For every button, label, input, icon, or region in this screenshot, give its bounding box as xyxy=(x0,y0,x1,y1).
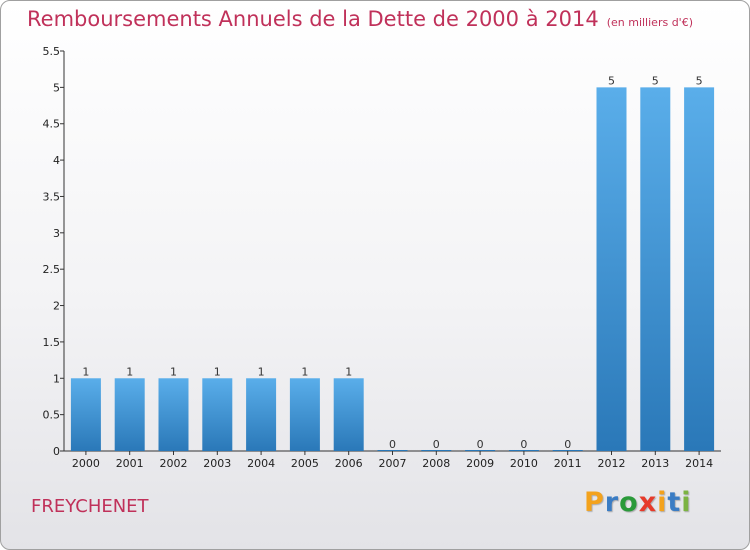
logo-letter: o xyxy=(619,487,639,518)
data-label-2010: 0 xyxy=(520,438,527,451)
chart-y-ticks: 0 0.5 1 1.5 2 2.5 3 3.5 4 4.5 5 5.5 xyxy=(43,45,64,458)
chart-subtitle: (en milliers d'€) xyxy=(606,16,693,29)
bar-2002 xyxy=(158,378,189,451)
x-tick-label-2003: 2003 xyxy=(203,457,231,470)
x-tick-label-2000: 2000 xyxy=(72,457,100,470)
y-tick-label: 1 xyxy=(53,372,60,385)
x-tick-label-2006: 2006 xyxy=(335,457,363,470)
bar-2010 xyxy=(508,450,539,451)
proxiti-logo: Proxiti xyxy=(584,487,692,518)
bar-2009 xyxy=(465,450,496,451)
x-tick-label-2002: 2002 xyxy=(160,457,188,470)
logo-letter: i xyxy=(657,487,668,518)
y-tick-label: 0 xyxy=(53,445,60,458)
bar-2008 xyxy=(421,450,452,451)
bar-2000 xyxy=(70,378,101,451)
bar-2003 xyxy=(202,378,233,451)
chart-title: Remboursements Annuels de la Dette de 20… xyxy=(27,7,693,31)
data-label-2012: 5 xyxy=(608,74,615,87)
y-tick-label: 2 xyxy=(53,300,60,313)
logo-letter: i xyxy=(681,487,692,518)
chart-bars xyxy=(70,87,715,451)
bar-2013 xyxy=(640,87,671,451)
commune-name: FREYCHENET xyxy=(31,496,149,517)
chart-x-ticks: 2000 2001 2002 2003 2004 2005 2006 2007 2008 2009… xyxy=(72,451,713,470)
data-label-2013: 5 xyxy=(652,74,659,87)
y-tick-label: 4.5 xyxy=(43,118,61,131)
x-tick-label-2005: 2005 xyxy=(291,457,319,470)
y-tick-label: 0.5 xyxy=(43,409,61,422)
logo-letter: r xyxy=(604,487,620,518)
chart-title-text: Remboursements Annuels de la Dette de 20… xyxy=(27,7,599,31)
x-tick-label-2001: 2001 xyxy=(116,457,144,470)
bar-2005 xyxy=(289,378,320,451)
logo-letter: x xyxy=(638,487,658,518)
y-tick-label: 4 xyxy=(53,154,60,167)
bar-2012 xyxy=(596,87,627,451)
data-label-2006: 1 xyxy=(345,365,352,378)
data-label-2002: 1 xyxy=(170,365,177,378)
logo-letter: t xyxy=(667,487,682,518)
bar-2004 xyxy=(246,378,277,451)
bar-2014 xyxy=(684,87,715,451)
data-label-2007: 0 xyxy=(389,438,396,451)
bar-2001 xyxy=(114,378,145,451)
x-tick-label-2011: 2011 xyxy=(554,457,582,470)
x-tick-label-2013: 2013 xyxy=(641,457,669,470)
data-label-2001: 1 xyxy=(126,365,133,378)
chart-data-labels: 1 1 1 1 1 1 1 0 0 0 0 0 5 5 5 xyxy=(82,74,702,451)
logo-letter: P xyxy=(584,487,605,518)
x-tick-label-2012: 2012 xyxy=(598,457,626,470)
y-tick-label: 2.5 xyxy=(43,263,61,276)
bar-2006 xyxy=(333,378,364,451)
y-tick-label: 5.5 xyxy=(43,45,61,58)
data-label-2000: 1 xyxy=(82,365,89,378)
data-label-2008: 0 xyxy=(433,438,440,451)
y-tick-label: 1.5 xyxy=(43,336,61,349)
data-label-2014: 5 xyxy=(696,74,703,87)
data-label-2009: 0 xyxy=(477,438,484,451)
x-tick-label-2009: 2009 xyxy=(466,457,494,470)
x-tick-label-2004: 2004 xyxy=(247,457,275,470)
data-label-2004: 1 xyxy=(258,365,265,378)
data-label-2003: 1 xyxy=(214,365,221,378)
y-tick-label: 3 xyxy=(53,227,60,240)
data-label-2005: 1 xyxy=(301,365,308,378)
data-label-2011: 0 xyxy=(564,438,571,451)
y-tick-label: 5 xyxy=(53,81,60,94)
y-tick-label: 3.5 xyxy=(43,190,61,203)
x-tick-label-2010: 2010 xyxy=(510,457,538,470)
x-tick-label-2014: 2014 xyxy=(685,457,713,470)
x-tick-label-2008: 2008 xyxy=(422,457,450,470)
x-tick-label-2007: 2007 xyxy=(379,457,407,470)
bar-2011 xyxy=(552,450,583,451)
bar-2007 xyxy=(377,450,408,451)
